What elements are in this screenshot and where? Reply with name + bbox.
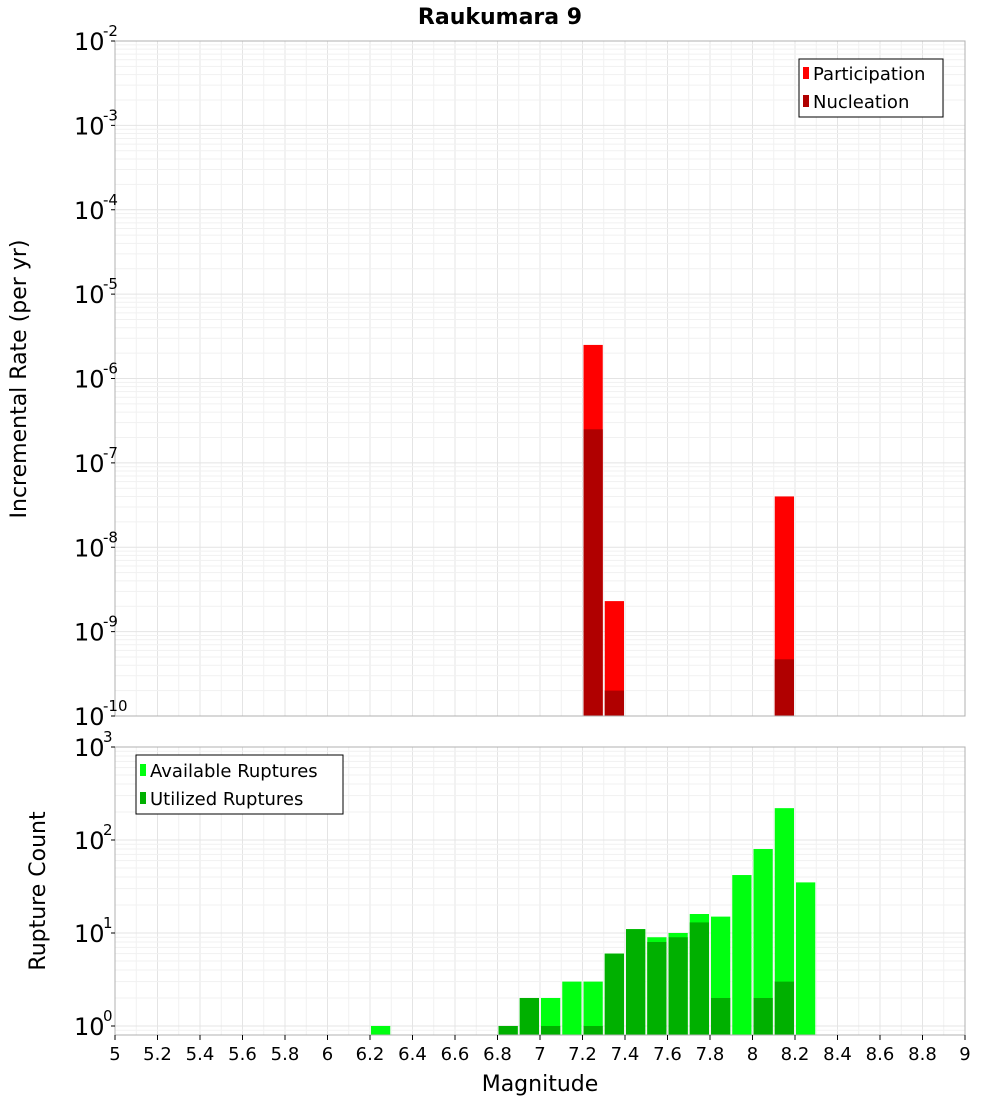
legend-label-nucleation: Nucleation [813,92,909,113]
x-axis: 5 5.2 5.4 5.6 5.8 6 6.2 6.4 6.6 6.8 7 7.2 7.4 7.6 7.8 8… [109,1035,971,1065]
x-tick-label: 6.8 [483,1044,512,1065]
x-tick-label: 8.2 [781,1044,810,1065]
bottom-bar-series-0 [796,882,816,1035]
x-tick-label: 8.6 [866,1044,895,1065]
bottom-bar-series-1 [774,981,794,1035]
bottom-bar-series-0 [583,981,603,1035]
bottom-y-tick-label: 10 [74,827,105,855]
bottom-bar-series-1 [519,997,539,1035]
top-bars [583,344,794,716]
x-tick-label: 6.6 [441,1044,470,1065]
top-y-tick-label: 10 [74,112,105,140]
legend-swatch-available [140,764,146,776]
x-axis-label: Magnitude [482,1072,599,1097]
x-tick-label: 7.4 [611,1044,640,1065]
legend-label-utilized: Utilized Ruptures [150,789,303,810]
x-tick-label: 8.4 [823,1044,852,1065]
bottom-legend-box [135,754,344,815]
top-y-tick-exponent: -5 [103,275,118,293]
x-tick-label: 7.2 [568,1044,597,1065]
bottom-bar-series-1 [668,937,688,1035]
top-bar-series-1 [774,659,794,716]
x-tick-label: 5.6 [228,1044,257,1065]
x-tick-label: 5 [109,1044,120,1065]
top-y-tick-label: 10 [74,28,105,56]
top-y-tick-label: 10 [74,197,105,225]
legend-label-participation: Participation [813,64,925,85]
top-y-tick-exponent: -6 [103,360,118,378]
top-y-tick-exponent: -10 [103,697,128,715]
legend-swatch-participation [803,67,809,79]
top-legend-box [798,58,944,118]
bottom-bar-series-0 [732,875,752,1035]
x-tick-label: 7 [534,1044,545,1065]
x-tick-label: 6.4 [398,1044,427,1065]
top-y-tick-label: 10 [74,450,105,478]
top-y-tick-label: 10 [74,619,105,647]
x-tick-label: 6 [322,1044,333,1065]
bottom-bar-series-1 [541,1025,561,1035]
bottom-bar-series-0 [753,849,773,1035]
legend-swatch-utilized [140,792,146,804]
bottom-bar-series-1 [753,997,773,1035]
bottom-bar-series-1 [498,1025,518,1035]
top-y-tick-exponent: -4 [103,191,118,209]
top-y-tick-exponent: -3 [103,106,118,124]
top-y-tick-exponent: -7 [103,444,118,462]
bottom-y-tick-exponent: 1 [103,914,113,932]
top-legend: Participation Nucleation [798,58,944,118]
x-tick-label: 6.2 [356,1044,385,1065]
bottom-y-axis-label: Rupture Count [26,811,51,971]
bottom-y-tick-exponent: 3 [103,728,113,746]
bottom-bar-series-0 [562,981,582,1035]
x-tick-label: 8 [747,1044,758,1065]
top-bar-series-1 [604,690,624,716]
bottom-bar-series-1 [647,942,667,1035]
top-y-tick-exponent: -8 [103,528,118,546]
top-grid [114,40,966,717]
top-bar-series-0 [604,601,624,716]
bottom-legend: Available Ruptures Utilized Ruptures [135,754,344,815]
bottom-y-tick-label: 10 [74,920,105,948]
bottom-bar-series-1 [626,929,646,1035]
x-tick-label: 5.2 [143,1044,172,1065]
x-tick-label: 7.6 [653,1044,682,1065]
x-tick-label: 9 [959,1044,970,1065]
bottom-bar-series-1 [604,953,624,1035]
bottom-y-tick-label: 10 [74,734,105,762]
bottom-bar-series-0 [774,808,794,1035]
bottom-bars [371,808,816,1035]
x-tick-label: 5.4 [186,1044,215,1065]
bottom-y-tick-exponent: 0 [103,1007,113,1025]
x-tick-label: 5.8 [271,1044,300,1065]
bottom-y-tick-exponent: 2 [103,821,113,839]
bottom-bar-series-1 [689,922,709,1035]
bottom-y-tick-label: 10 [74,1013,105,1041]
top-y-tick-label: 10 [74,366,105,394]
legend-swatch-nucleation [803,95,809,107]
bottom-bar-series-0 [541,997,561,1035]
top-y-tick-exponent: -2 [103,22,118,40]
bottom-bar-series-0 [371,1025,391,1035]
x-tick-label: 7.8 [696,1044,725,1065]
top-y-tick-label: 10 [74,281,105,309]
chart-title: Raukumara 9 [418,5,582,30]
top-y-tick-label: 10 [74,703,105,731]
bottom-bar-series-1 [583,1025,603,1035]
bottom-bar-series-1 [711,997,731,1035]
top-bar-series-1 [583,429,603,716]
top-y-tick-label: 10 [74,534,105,562]
legend-label-available: Available Ruptures [150,761,318,782]
top-y-axis-label: Incremental Rate (per yr) [7,240,32,519]
x-tick-label: 8.8 [908,1044,937,1065]
top-y-tick-exponent: -9 [103,613,118,631]
